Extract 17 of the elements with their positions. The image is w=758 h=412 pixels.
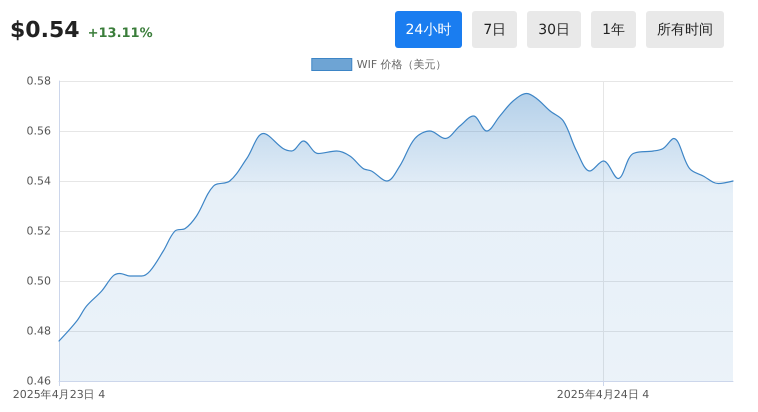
legend-label: WIF 价格（美元）: [356, 58, 447, 71]
chart-subtitle: +13.11%: [88, 26, 153, 41]
x-tick-label: 2025年4月23日 4: [12, 388, 106, 401]
y-tick-label: 0.46: [26, 374, 51, 388]
y-tick-label: 0.56: [26, 124, 51, 138]
text: 7日: [472, 11, 518, 48]
text: 所有时间: [646, 11, 724, 48]
text: 30日: [527, 11, 582, 48]
text: 24小时: [394, 11, 462, 48]
x-tick-label: 2025年4月24日 4: [556, 388, 650, 401]
chart-title: $0.54: [10, 18, 80, 43]
y-tick-label: 0.58: [26, 74, 51, 88]
y-tick-label: 0.52: [26, 224, 51, 238]
y-tick-label: 0.48: [26, 324, 51, 338]
text: 1年: [591, 11, 636, 48]
y-tick-label: 0.54: [26, 174, 51, 188]
y-tick-label: 0.50: [26, 274, 51, 288]
